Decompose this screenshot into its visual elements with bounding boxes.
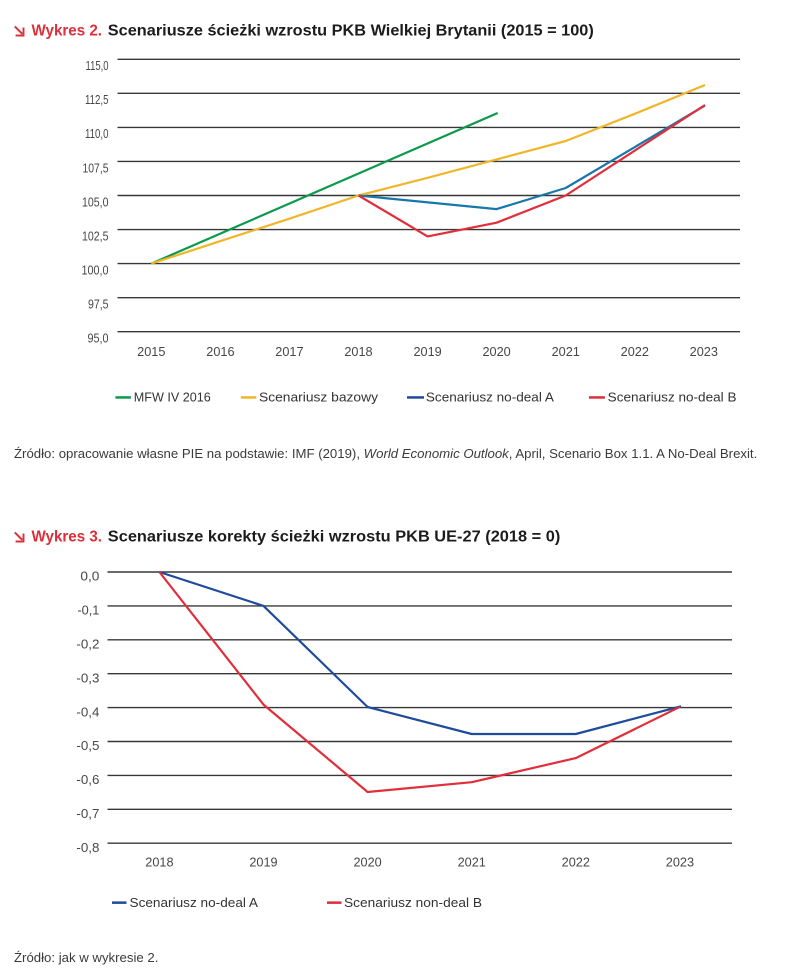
svg-text:2023: 2023 (666, 856, 694, 870)
svg-text:100,0: 100,0 (82, 263, 109, 277)
svg-text:2021: 2021 (458, 856, 486, 870)
svg-text:102,5: 102,5 (82, 229, 109, 243)
svg-text:2022: 2022 (562, 856, 590, 870)
svg-text:2019: 2019 (413, 345, 441, 359)
svg-text:Źródło: jak w wykresie 2.: Źródło: jak w wykresie 2. (14, 950, 158, 965)
svg-text:Wykres 2.: Wykres 2. (32, 23, 103, 40)
svg-text:Scenariusze korekty ścieżki wz: Scenariusze korekty ścieżki wzrostu PKB … (108, 529, 561, 546)
svg-text:Scenariusz non-deal B: Scenariusz non-deal B (344, 895, 482, 910)
svg-text:2018: 2018 (344, 345, 372, 359)
svg-text:MFW IV 2016: MFW IV 2016 (134, 389, 211, 404)
svg-text:2022: 2022 (621, 345, 649, 359)
svg-text:0,0: 0,0 (80, 570, 99, 584)
svg-text:Źródło: opracowanie własne PIE: Źródło: opracowanie własne PIE na podsta… (14, 446, 757, 461)
svg-text:2017: 2017 (275, 345, 303, 359)
svg-text:2020: 2020 (353, 856, 381, 870)
svg-text:Scenariusze ścieżki wzrostu PK: Scenariusze ścieżki wzrostu PKB Wielkiej… (108, 23, 594, 40)
svg-text:95,0: 95,0 (88, 332, 109, 346)
svg-text:2018: 2018 (145, 856, 173, 870)
svg-text:2021: 2021 (552, 345, 580, 359)
svg-text:-0,3: -0,3 (76, 671, 99, 685)
svg-text:115,0: 115,0 (86, 59, 109, 73)
svg-text:2023: 2023 (690, 345, 718, 359)
svg-text:-0,2: -0,2 (76, 638, 99, 652)
svg-text:Wykres 3.: Wykres 3. (32, 529, 103, 546)
svg-text:-0,8: -0,8 (76, 841, 99, 855)
svg-text:2020: 2020 (482, 345, 510, 359)
svg-text:107,5: 107,5 (83, 161, 109, 175)
svg-text:Scenariusz no-deal A: Scenariusz no-deal A (130, 895, 259, 910)
svg-text:-0,4: -0,4 (76, 705, 99, 719)
svg-text:2015: 2015 (137, 345, 165, 359)
svg-text:Scenariusz no-deal B: Scenariusz no-deal B (608, 389, 737, 404)
svg-text:-0,7: -0,7 (76, 807, 99, 821)
svg-text:110,0: 110,0 (85, 127, 109, 141)
svg-text:2016: 2016 (206, 345, 234, 359)
svg-text:-0,5: -0,5 (76, 739, 99, 753)
svg-text:-0,6: -0,6 (76, 773, 99, 787)
svg-text:-0,1: -0,1 (77, 604, 99, 618)
svg-text:2019: 2019 (249, 856, 277, 870)
svg-text:105,0: 105,0 (82, 195, 109, 209)
svg-text:Scenariusz no-deal A: Scenariusz no-deal A (426, 389, 554, 404)
svg-text:97,5: 97,5 (88, 297, 109, 311)
svg-text:112,5: 112,5 (85, 93, 109, 107)
svg-text:Scenariusz bazowy: Scenariusz bazowy (259, 389, 379, 404)
